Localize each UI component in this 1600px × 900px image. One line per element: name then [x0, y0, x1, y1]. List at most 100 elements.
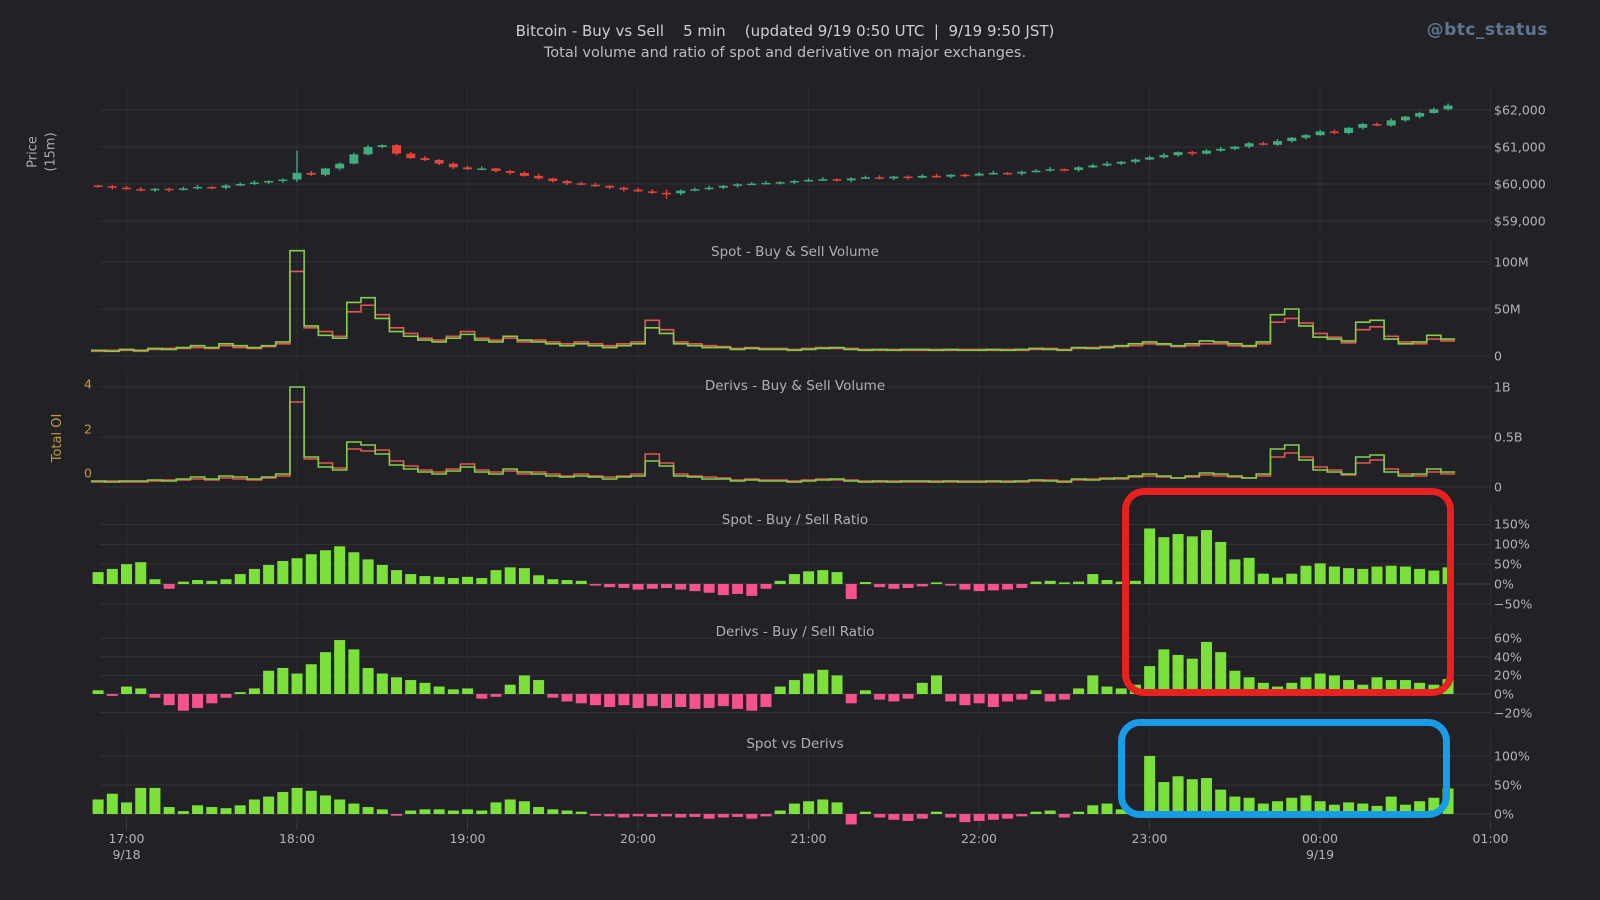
- ratio-bar-positive: [1328, 675, 1340, 694]
- candle-body: [917, 175, 927, 178]
- ratio-bar-positive: [788, 680, 800, 694]
- ratio-bar-negative: [661, 694, 672, 708]
- ratio-bar-positive: [419, 809, 431, 814]
- candle-body: [93, 185, 103, 187]
- ratio-bar-positive: [1058, 582, 1070, 584]
- ratio-bar-positive: [859, 811, 871, 814]
- ratio-bar-negative: [561, 694, 573, 702]
- ratio-bar-positive: [1357, 803, 1369, 814]
- ratio-bar-positive: [1229, 796, 1241, 814]
- ratio-bar-positive: [334, 640, 346, 694]
- ratio-bar-positive: [1030, 581, 1042, 584]
- ratio-bar-positive: [518, 675, 530, 694]
- x-tick-label: 01:00: [1472, 831, 1509, 846]
- ratio-bar-positive: [1215, 652, 1227, 694]
- ratio-bar-positive: [1399, 804, 1411, 814]
- ratio-bar-negative: [618, 814, 630, 818]
- candle-body: [1258, 143, 1268, 145]
- buy-volume-step-line: [91, 386, 1456, 483]
- ratio-bar-positive: [803, 801, 815, 814]
- candle-body: [662, 192, 671, 195]
- candle-body: [306, 172, 316, 175]
- candle-body: [903, 176, 913, 179]
- ratio-bar-negative: [689, 814, 701, 817]
- candle-body: [804, 179, 814, 182]
- candle-body: [1145, 157, 1155, 160]
- ratio-bar-positive: [504, 799, 516, 814]
- candle-body: [207, 186, 217, 189]
- ratio-bar-positive: [1399, 680, 1411, 694]
- ratio-bar-negative: [1016, 584, 1028, 588]
- ratio-bar-negative: [646, 814, 658, 817]
- candle-body: [363, 147, 373, 155]
- ratio-bar-positive: [263, 564, 275, 584]
- candle-body: [221, 185, 231, 188]
- ratio-bar-positive: [930, 675, 942, 694]
- ratio-bar-positive: [831, 802, 843, 814]
- ratio-bar-negative: [604, 694, 616, 708]
- price-axis-label: Price (15m): [25, 132, 58, 172]
- ratio-bar-negative: [1044, 694, 1056, 702]
- ratio-bar-positive: [1158, 537, 1170, 584]
- ratio-bar-negative: [1002, 694, 1014, 702]
- ratio-bar-positive: [220, 808, 232, 814]
- account-handle[interactable]: @btc_status: [1426, 20, 1548, 40]
- candle-body: [1273, 141, 1283, 145]
- ratio-bar-positive: [1044, 810, 1056, 814]
- y-tick-label: 0: [1494, 479, 1502, 495]
- buy-volume-step-line: [91, 249, 1456, 353]
- ratio-bar-positive: [334, 546, 346, 584]
- ratio-bar-negative: [987, 694, 999, 708]
- ratio-bar-positive: [774, 686, 786, 694]
- ratio-bar-negative: [703, 814, 715, 819]
- ratio-bar-positive: [1385, 796, 1397, 814]
- candle-body: [392, 145, 402, 154]
- candle-body: [733, 184, 743, 186]
- ratio-bar-negative: [632, 584, 644, 590]
- ratio-bar-negative: [589, 814, 601, 816]
- ratio-bar-negative: [987, 584, 999, 591]
- ratio-bar-positive: [291, 787, 303, 814]
- candle-body: [193, 186, 203, 189]
- candle-body: [988, 172, 998, 175]
- ratio-bar-positive: [1314, 801, 1326, 814]
- ratio-bar-positive: [163, 807, 175, 814]
- ratio-bar-positive: [561, 810, 573, 814]
- highlight-box-red: [1122, 488, 1454, 696]
- ratio-bar-positive: [916, 682, 928, 694]
- ratio-bar-positive: [362, 807, 374, 814]
- candle-body: [676, 190, 686, 194]
- x-tick-label: 21:00: [790, 831, 827, 846]
- ratio-bar-series: [92, 756, 1454, 825]
- candle-body: [420, 158, 430, 160]
- candle-body: [960, 174, 970, 177]
- ratio-bar-negative: [1002, 814, 1014, 819]
- ratio-bar-positive: [263, 670, 275, 694]
- ratio-bar-positive: [817, 669, 829, 694]
- candle-body: [775, 182, 785, 184]
- y-tick-label: 20%: [1494, 667, 1522, 683]
- candle-body: [931, 175, 941, 178]
- candle-body: [761, 182, 771, 185]
- ratio-bar-positive: [1186, 779, 1198, 814]
- ratio-bar-negative: [973, 814, 985, 821]
- ratio-bar-positive: [376, 564, 388, 584]
- ratio-bar-positive: [1200, 641, 1212, 694]
- ratio-bar-positive: [547, 579, 559, 584]
- candle-body: [1045, 169, 1055, 171]
- y-tick-label: 40%: [1494, 649, 1522, 665]
- y-tick-label: 60%: [1494, 630, 1522, 646]
- ratio-bar-negative: [959, 814, 971, 823]
- candle-body: [249, 182, 259, 185]
- ratio-bar-positive: [859, 690, 871, 694]
- ratio-bar-positive: [1343, 802, 1355, 814]
- chart-subtitle: Total volume and ratio of spot and deriv…: [543, 45, 1027, 61]
- ratio-bar-negative: [661, 584, 672, 588]
- ratio-bar-positive: [319, 795, 331, 814]
- ratio-bar-positive: [1300, 795, 1312, 814]
- candle-body: [633, 189, 643, 192]
- ratio-bar-positive: [177, 581, 189, 584]
- ratio-bar-positive: [1229, 670, 1241, 694]
- ratio-bar-negative: [689, 584, 701, 592]
- ratio-bar-positive: [177, 811, 189, 814]
